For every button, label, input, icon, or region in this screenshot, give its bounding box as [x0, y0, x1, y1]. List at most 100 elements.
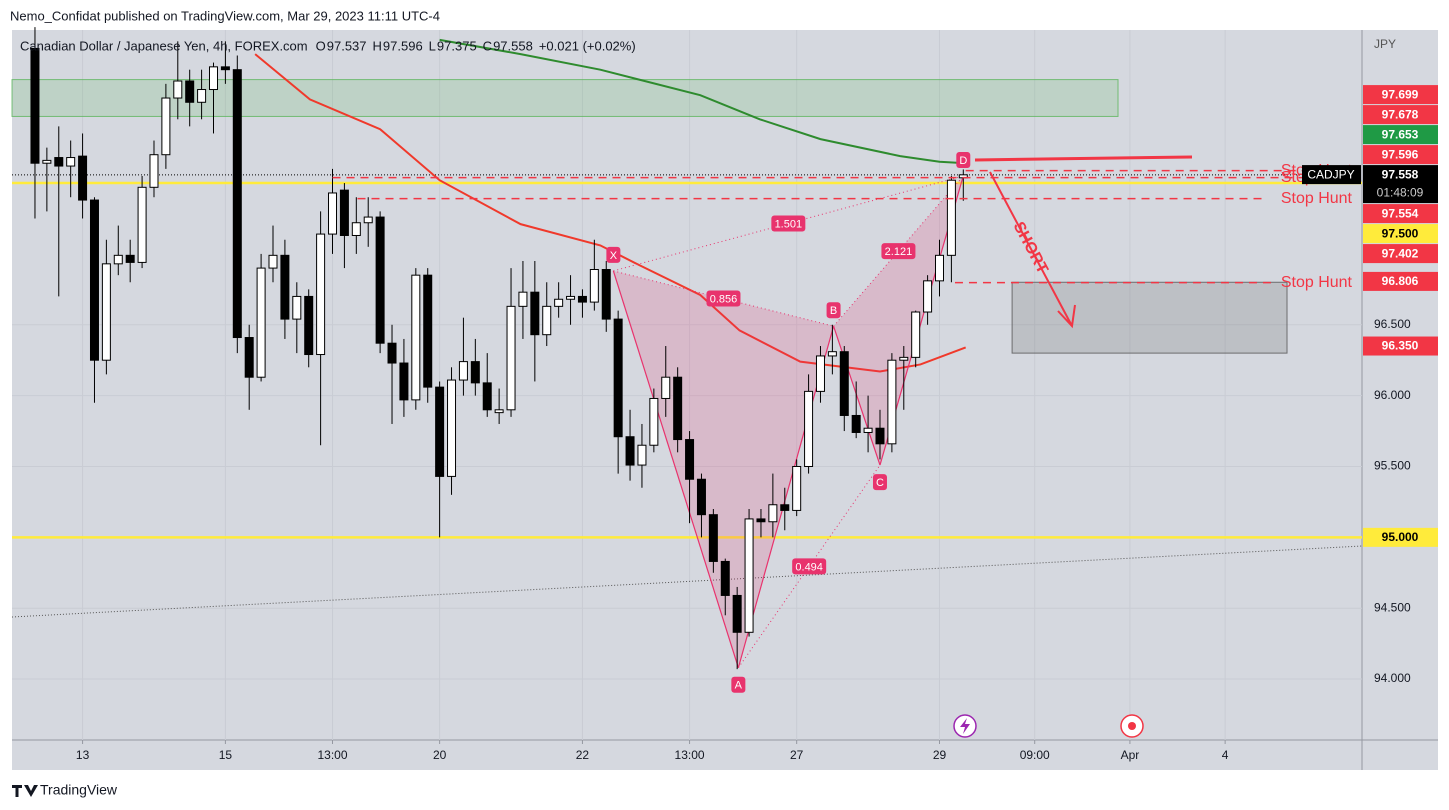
candle-body — [839, 351, 849, 416]
candle-body — [89, 199, 99, 361]
candle-body — [827, 351, 837, 357]
candle-body — [268, 254, 278, 269]
candle-body — [351, 222, 361, 236]
ohlc-value: 97.596 — [383, 38, 423, 53]
ohlc-value: 97.558 — [493, 38, 533, 53]
candle-body — [304, 295, 314, 356]
candle-body — [625, 436, 635, 466]
candle-body — [804, 390, 814, 467]
candle-body — [185, 80, 195, 103]
candle-body — [423, 274, 433, 388]
point-label: C — [876, 477, 884, 489]
candle-body — [101, 263, 111, 361]
candle-body — [316, 233, 326, 356]
short-arrow — [989, 171, 1076, 329]
symbol-title: Canadian Dollar / Japanese Yen, 4h, FORE… — [20, 38, 308, 53]
x-tick-label: 4 — [1222, 748, 1229, 762]
zone — [11, 79, 1119, 117]
price-tag — [1363, 224, 1438, 244]
point-label: X — [610, 250, 618, 262]
candle-body — [887, 359, 897, 445]
candle-body — [137, 186, 147, 263]
x-tick-label: 13:00 — [675, 748, 705, 762]
candle-body — [458, 361, 468, 381]
candle-body — [815, 355, 825, 392]
candle-body — [911, 311, 921, 358]
candle-body — [197, 89, 207, 103]
candle-body — [149, 154, 159, 188]
candle-body — [946, 179, 956, 256]
point-badge — [826, 302, 841, 319]
tv-logo — [12, 785, 38, 797]
ratio-badge — [771, 215, 806, 232]
candle-body — [708, 514, 718, 562]
ratio-label: 1.501 — [775, 218, 803, 230]
trendline — [11, 545, 1363, 618]
candle-body — [387, 342, 397, 364]
candle-body — [220, 66, 230, 71]
candle-body — [875, 427, 885, 445]
candle-body — [768, 504, 778, 523]
pattern-fill — [613, 270, 834, 668]
stop-hunt-label: Stop Hunt — [1281, 274, 1353, 291]
countdown: 01:48:09 — [1377, 185, 1424, 199]
candle-body — [232, 69, 242, 339]
candle-body — [375, 216, 385, 344]
candle-body — [54, 157, 64, 167]
candle-body — [863, 427, 873, 433]
candle-body — [554, 298, 564, 307]
symbol-tag — [1302, 165, 1361, 185]
price-tag — [1363, 244, 1438, 264]
candle-body — [720, 560, 730, 596]
price-tag-label: 97.402 — [1382, 246, 1419, 260]
price-tag — [1363, 165, 1438, 204]
candle-body — [732, 594, 742, 633]
candle-body — [173, 80, 183, 99]
ratio-badge — [792, 558, 827, 575]
price-tag — [1363, 527, 1438, 547]
stop-hunt-label: Stop Hunt — [1281, 190, 1353, 207]
price-tag — [1363, 271, 1438, 291]
price-tag — [1363, 105, 1438, 125]
point-badge — [872, 474, 887, 491]
price-tag-label: 96.806 — [1382, 274, 1419, 288]
ohlc-value: 97.375 — [437, 38, 477, 53]
change: +0.021 (+0.02%) — [539, 38, 636, 53]
candle-body — [506, 305, 516, 411]
footer-brand: TradingView — [40, 782, 118, 798]
pattern-leg — [612, 270, 739, 668]
price-tag-label: 97.653 — [1382, 127, 1419, 141]
price-tag — [1363, 145, 1438, 165]
candle-body — [696, 478, 706, 516]
candle-body — [280, 254, 290, 320]
x-tick-label: 13 — [76, 748, 90, 762]
ohlc-key: L — [429, 38, 436, 53]
ohlc-value: 97.537 — [327, 38, 367, 53]
candle-body — [208, 66, 218, 91]
candle-body — [542, 305, 552, 336]
candle-body — [518, 291, 528, 307]
point-badge — [606, 246, 621, 263]
zone — [1011, 281, 1288, 354]
candle-body — [30, 47, 40, 164]
price-tag-label: 97.554 — [1382, 206, 1419, 220]
candle-body — [161, 97, 171, 156]
candle-body — [577, 295, 587, 303]
candle-body — [851, 414, 861, 433]
point-badge — [731, 676, 746, 693]
candle-body — [292, 295, 302, 320]
candle-body — [934, 254, 944, 282]
candle-body — [923, 280, 933, 313]
candle-body — [661, 376, 671, 399]
candle-body — [399, 362, 409, 401]
candle-body — [411, 274, 421, 401]
candle-body — [125, 254, 135, 263]
candle-body — [256, 267, 266, 378]
candle-body — [756, 518, 766, 523]
x-tick-label: 15 — [219, 748, 233, 762]
x-tick-label: 20 — [433, 748, 447, 762]
candle-body — [566, 295, 576, 300]
candle-body — [78, 155, 88, 201]
point-label: B — [830, 305, 837, 317]
